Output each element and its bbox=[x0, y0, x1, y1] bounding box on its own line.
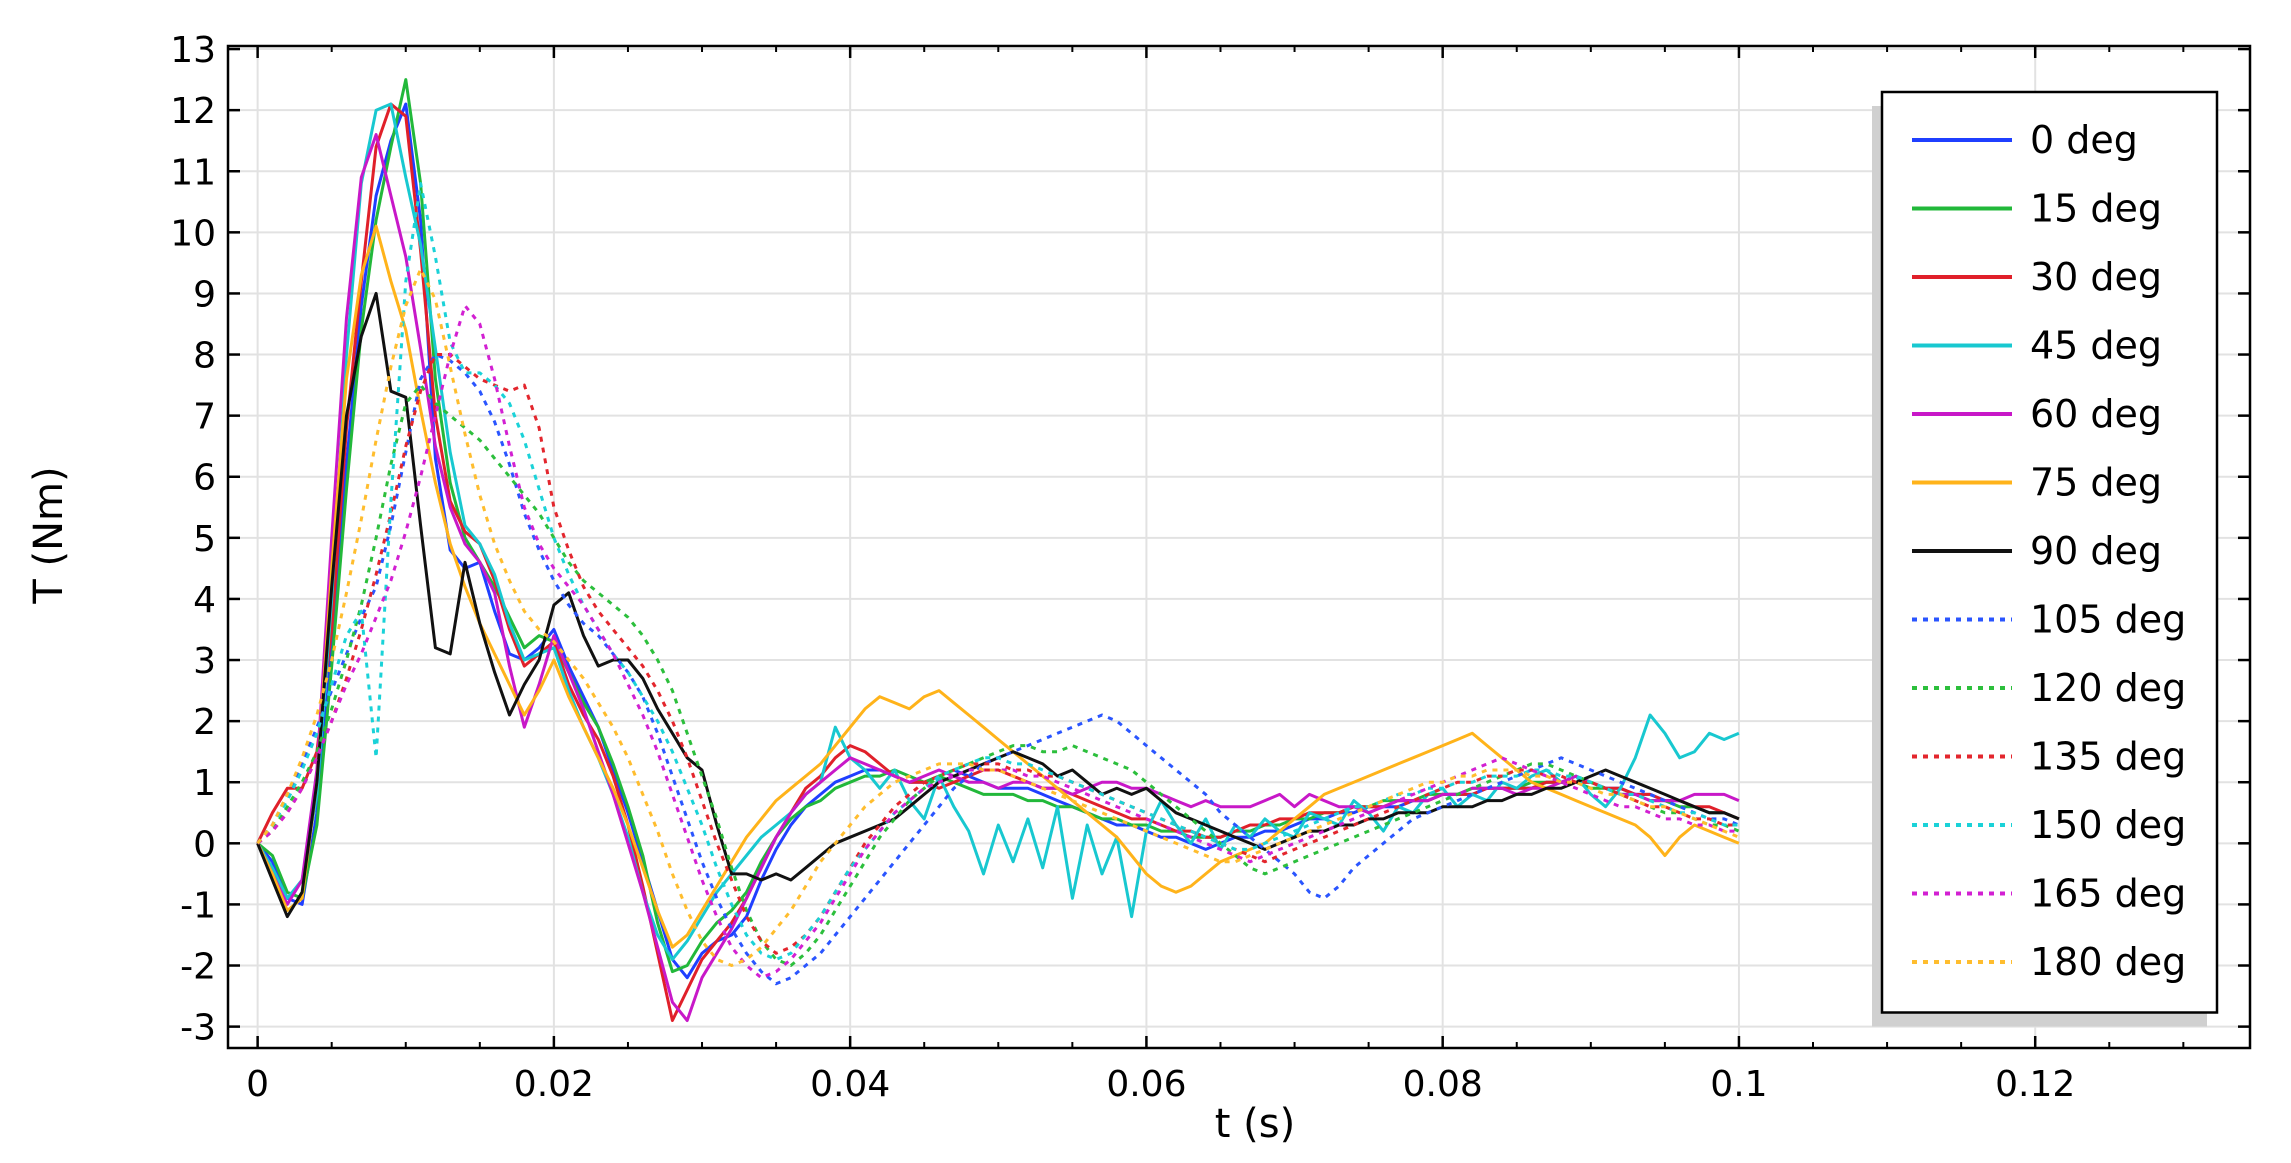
legend-label: 150 deg bbox=[2030, 803, 2186, 847]
legend-label: 105 deg bbox=[2030, 598, 2186, 642]
y-tick-label: 8 bbox=[193, 336, 216, 377]
y-tick-label: -1 bbox=[180, 885, 216, 926]
x-tick-label: 0.06 bbox=[1106, 1064, 1186, 1105]
series-line-90-deg bbox=[256, 291, 1740, 919]
legend-label: 0 deg bbox=[2030, 118, 2138, 162]
series-line-135-deg bbox=[256, 353, 1739, 955]
y-tick-label: 11 bbox=[170, 152, 216, 193]
series-line-165-deg bbox=[256, 304, 1739, 980]
x-tick-label: 0 bbox=[246, 1064, 269, 1105]
axis-ticks bbox=[228, 46, 2250, 1048]
x-tick-label: 0.12 bbox=[1995, 1064, 2075, 1105]
x-axis-title: t (s) bbox=[1215, 1101, 1295, 1147]
y-tick-label: 3 bbox=[193, 641, 216, 682]
y-tick-label: 13 bbox=[170, 30, 216, 71]
x-tick-label: 0.1 bbox=[1710, 1064, 1767, 1105]
legend-label: 165 deg bbox=[2030, 872, 2186, 916]
series-line-15-deg bbox=[256, 78, 1740, 974]
series-line-45-deg bbox=[256, 102, 1740, 961]
legend-label: 90 deg bbox=[2030, 529, 2162, 573]
y-tick-label: 0 bbox=[193, 824, 216, 865]
series-line-60-deg bbox=[256, 133, 1740, 1022]
y-tick-label: 7 bbox=[193, 397, 216, 438]
legend-label: 75 deg bbox=[2030, 461, 2162, 505]
legend-label: 180 deg bbox=[2030, 940, 2186, 984]
legend-label: 135 deg bbox=[2030, 735, 2186, 779]
y-tick-label: 5 bbox=[193, 519, 216, 560]
series-line-150-deg bbox=[256, 182, 1739, 961]
series-line-0-deg bbox=[256, 102, 1740, 980]
x-tick-labels: 0 0.02 0.04 0.06 0.08 0.1 0.12 bbox=[246, 1064, 2075, 1105]
y-tick-label: 1 bbox=[193, 763, 216, 804]
plot-frame bbox=[226, 44, 2252, 1050]
y-tick-label: -3 bbox=[180, 1008, 216, 1049]
y-tick-label: 12 bbox=[170, 91, 216, 132]
legend-label: 15 deg bbox=[2030, 187, 2162, 231]
y-axis-title: T (Nm) bbox=[26, 466, 72, 604]
series-line-105-deg bbox=[256, 353, 1740, 986]
series-lines bbox=[256, 78, 1740, 1022]
legend-label: 120 deg bbox=[2030, 666, 2186, 710]
legend-label: 30 deg bbox=[2030, 255, 2162, 299]
legend-label: 45 deg bbox=[2030, 324, 2162, 368]
x-tick-label: 0.08 bbox=[1403, 1064, 1483, 1105]
y-tick-label: 4 bbox=[193, 580, 216, 621]
y-tick-label: -2 bbox=[180, 947, 216, 988]
x-tick-label: 0.02 bbox=[514, 1064, 594, 1105]
legend: 0 deg 15 deg 30 deg 45 deg 60 deg 75 deg 90 de… bbox=[1872, 90, 2219, 1027]
y-tick-label: 6 bbox=[193, 458, 216, 499]
y-tick-label: 2 bbox=[193, 702, 216, 743]
series-line-120-deg bbox=[256, 383, 1740, 967]
series-line-75-deg bbox=[256, 224, 1740, 949]
y-tick-label: 9 bbox=[193, 274, 216, 315]
x-tick-label: 0.04 bbox=[810, 1064, 890, 1105]
legend-label: 60 deg bbox=[2030, 392, 2162, 436]
y-tick-label: 10 bbox=[170, 213, 216, 254]
